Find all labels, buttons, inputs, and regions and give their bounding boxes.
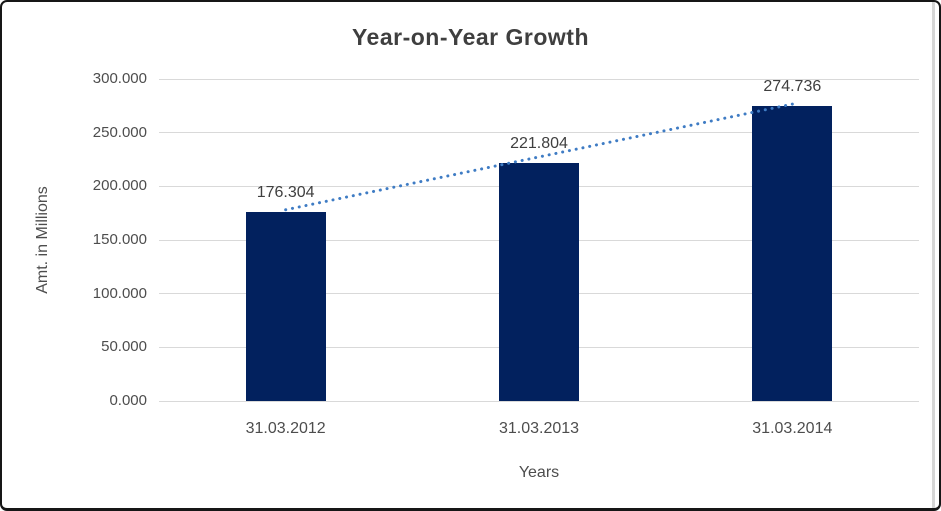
gridline (159, 78, 919, 80)
y-tick-label: 150.000 (92, 231, 147, 248)
bar (752, 106, 833, 401)
y-tick-label: 200.000 (92, 177, 147, 195)
bar (245, 211, 326, 401)
bar-value-label: 221.804 (510, 134, 568, 152)
x-tick-label: 31.03.2012 (245, 420, 326, 437)
chart-title: Year-on-Year Growth (351, 24, 589, 50)
y-tick-label: 300.000 (92, 70, 147, 87)
y-tick-label: 100.000 (92, 284, 147, 302)
bar-value-label: 176.304 (256, 183, 315, 201)
x-tick-label: 31.03.2014 (752, 420, 833, 437)
window-edge (932, 2, 935, 508)
y-tick-label: 0.000 (109, 392, 147, 409)
y-tick-label: 250.000 (92, 123, 147, 141)
bar-value-label: 274.736 (763, 78, 822, 96)
bar (499, 162, 579, 401)
x-tick-label: 31.03.2013 (498, 420, 580, 437)
y-tick-label: 50.000 (101, 338, 147, 356)
x-axis-title: Years (518, 464, 560, 481)
gridline (159, 400, 919, 402)
